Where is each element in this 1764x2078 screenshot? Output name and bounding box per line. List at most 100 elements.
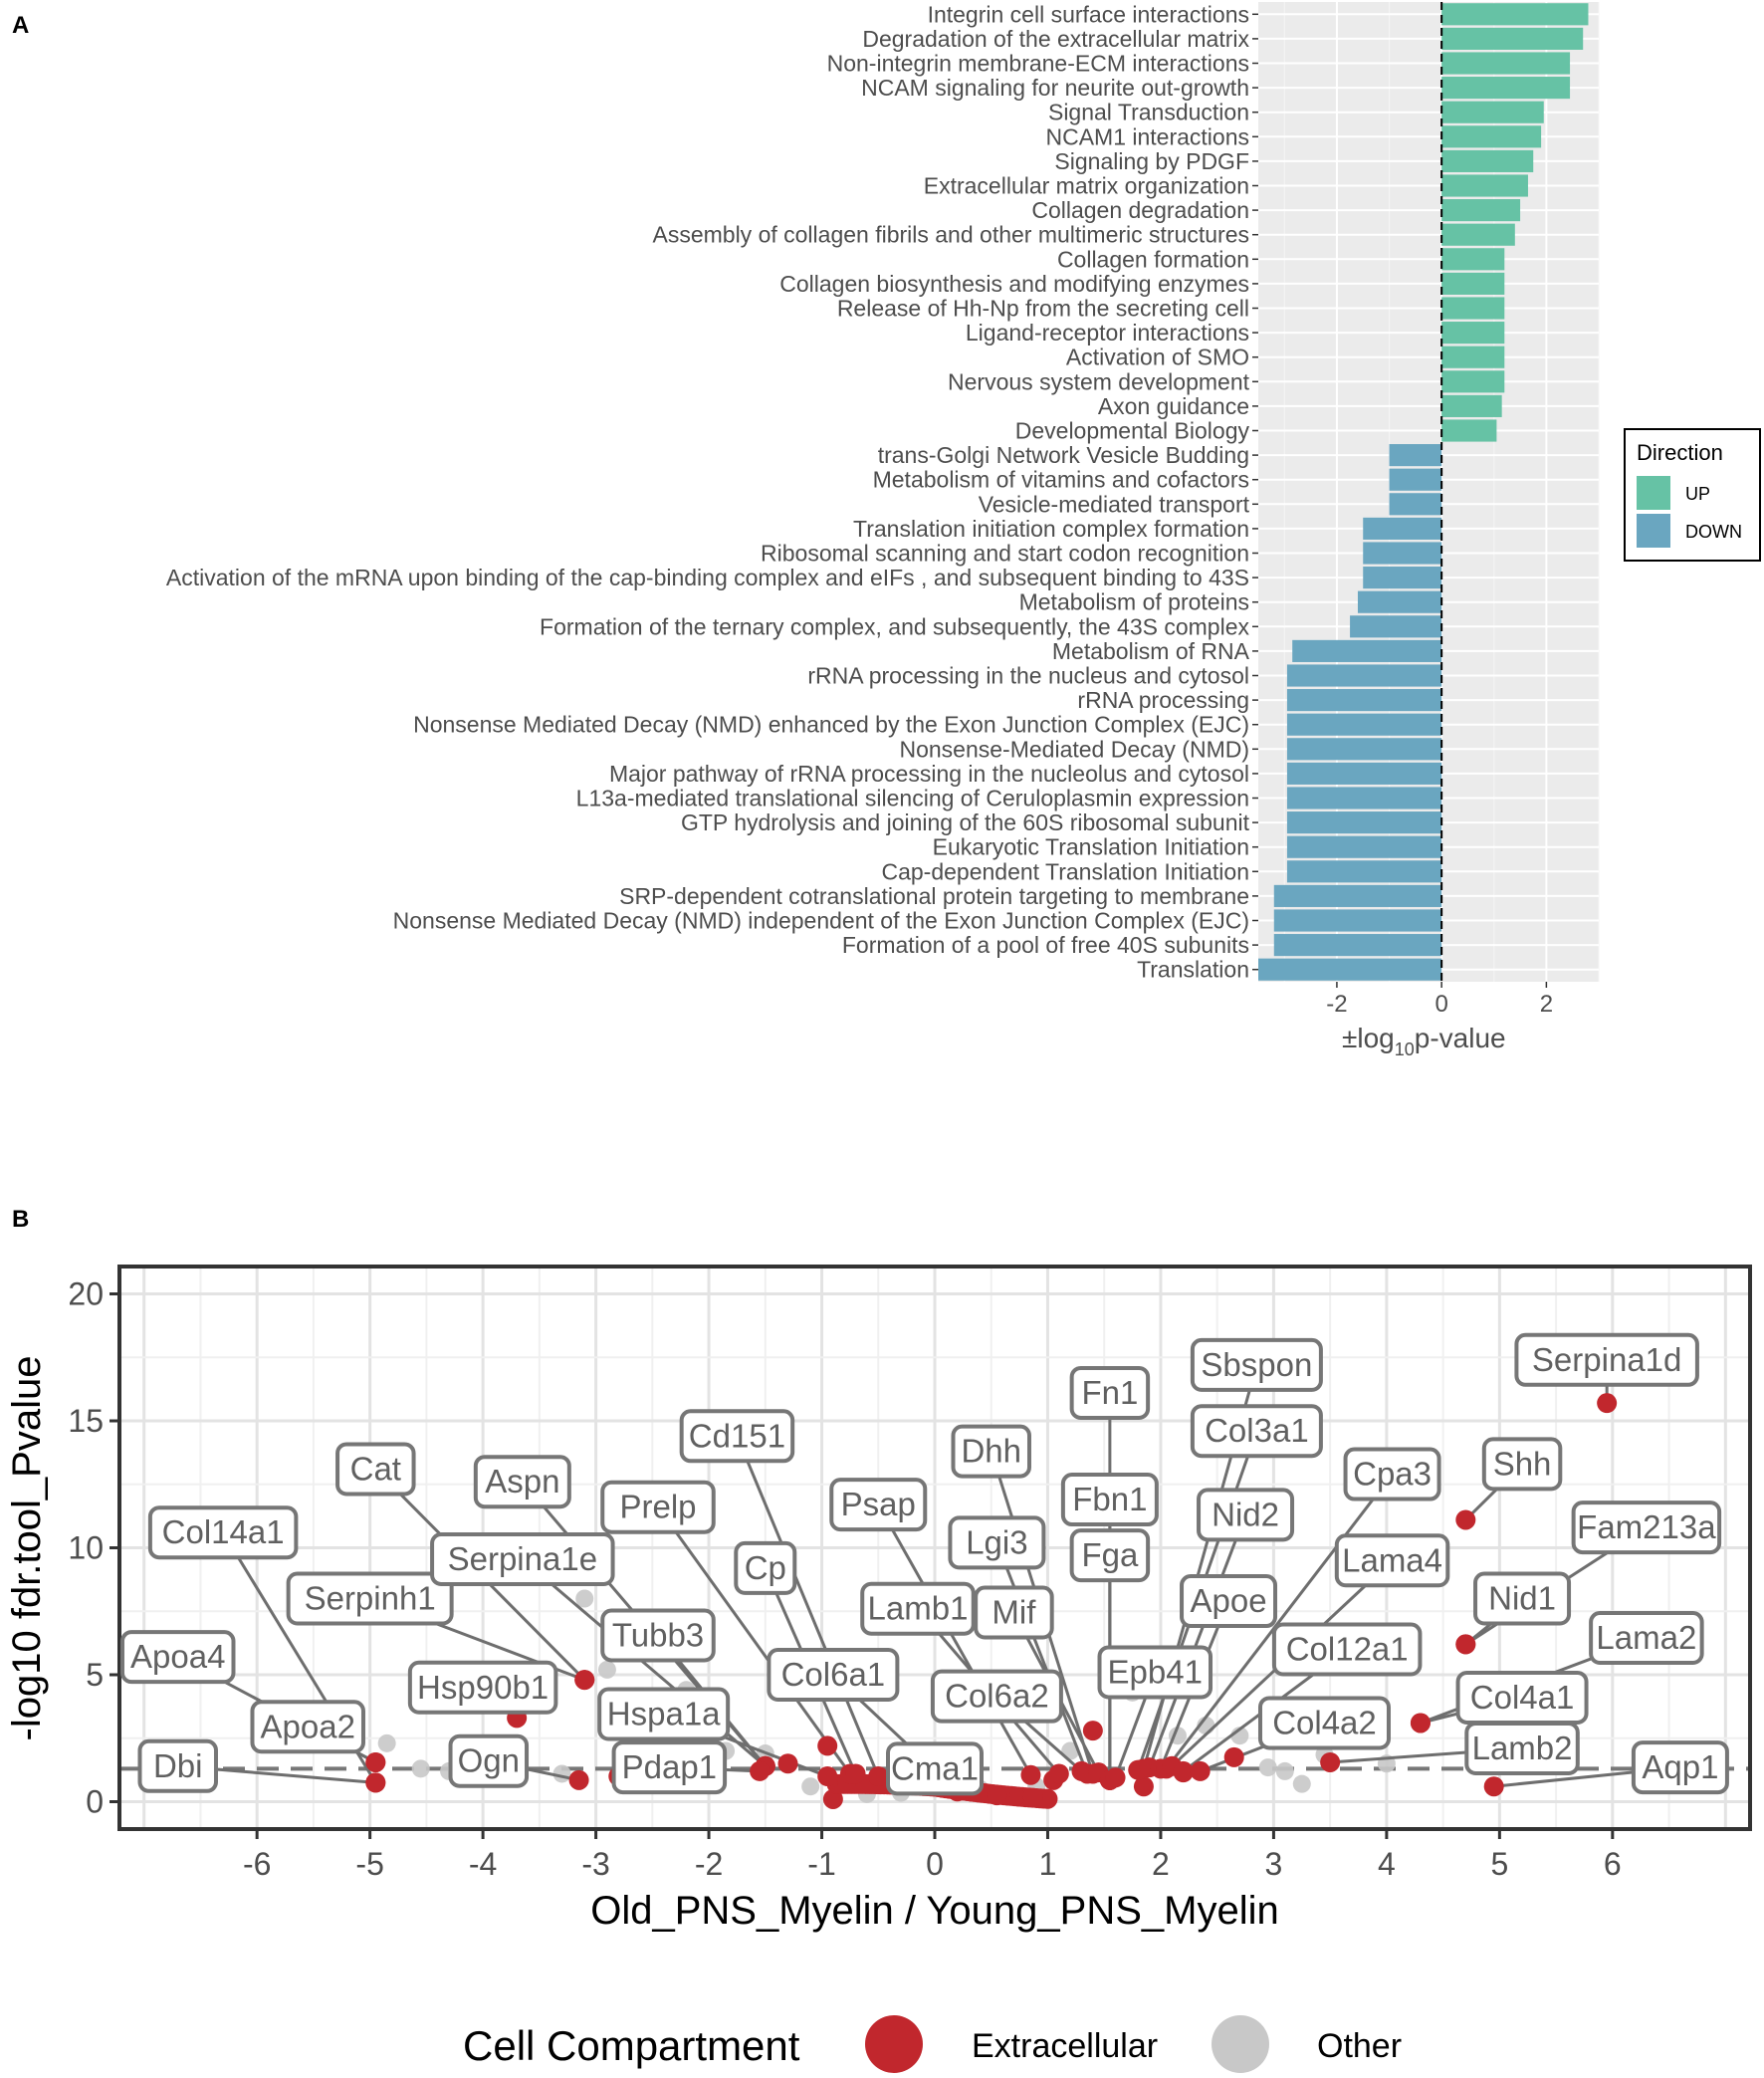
panel-b-gene-label-text: Serpinh1 — [305, 1580, 436, 1617]
legend-other-label: Other — [1317, 2027, 1402, 2065]
panel-a-category-label: Cap-dependent Translation Initiation — [881, 858, 1249, 884]
panel-b-labeled-point — [1410, 1713, 1431, 1733]
panel-a-bar — [1441, 248, 1505, 271]
panel-a-letter: A — [12, 12, 29, 39]
panel-b-gene-label: Nid1 — [1473, 1571, 1572, 1626]
panel-b-gene-label-box — [407, 1660, 558, 1715]
panel-b-gene-label: Prelp — [600, 1480, 716, 1534]
panel-b-gene-label-box — [1589, 1611, 1704, 1666]
panel-a-bar — [1363, 567, 1442, 589]
panel-b-y-tick-label: 0 — [86, 1784, 104, 1820]
panel-b-gene-label-text: Serpina1e — [448, 1540, 597, 1577]
panel-b-gene-label: Mif — [974, 1585, 1054, 1640]
panel-a-category-label: Activation of the mRNA upon binding of t… — [166, 565, 1249, 590]
panel-b-gene-label: Epb41 — [1097, 1645, 1213, 1700]
panel-b-other-point — [1292, 1774, 1311, 1793]
panel-b-gene-label: Nid2 — [1197, 1488, 1295, 1542]
panel-a-bar — [1286, 738, 1442, 761]
panel-b-gene-label: Aspn — [473, 1455, 571, 1509]
panel-b-gene-label: Cat — [335, 1442, 416, 1497]
panel-b-gene-label: Fbn1 — [1060, 1473, 1159, 1527]
panel-b-gene-label: Lama4 — [1334, 1533, 1450, 1588]
panel-a-category-label: GTP hydrolysis and joining of the 60S ri… — [681, 809, 1250, 835]
panel-b-gene-label-box — [767, 1648, 900, 1702]
panel-b-gene-label-box — [1343, 1447, 1441, 1501]
panel-a-category-label: L13a-mediated translational silencing of… — [576, 786, 1249, 811]
panel-b-legend: Cell Compartment Extracellular Other — [463, 2015, 1402, 2073]
panel-b-gene-label-box — [1257, 1696, 1391, 1750]
panel-b-gene-label-box — [119, 1630, 236, 1685]
panel-b-labeled-point — [1597, 1393, 1618, 1414]
panel-b-gene-label-text: Col4a2 — [1272, 1704, 1377, 1740]
panel-b-labeled-point — [845, 1763, 866, 1784]
panel-a-category-label: Axon guidance — [1098, 393, 1249, 419]
panel-b-connector-line — [1165, 1473, 1394, 1770]
legend-down-label: DOWN — [1685, 522, 1742, 542]
panel-a-category-label: Collagen formation — [1057, 246, 1249, 272]
panel-b-gene-label-text: Fbn1 — [1072, 1481, 1147, 1517]
panel-b-gene-label-box — [1271, 1622, 1423, 1677]
panel-a-bar — [1389, 493, 1442, 516]
panel-b-gene-label: Tubb3 — [600, 1608, 716, 1663]
panel-b-gene-label-box — [886, 1741, 984, 1796]
panel-b-gene-label-box — [734, 1540, 797, 1595]
panel-b-gene-label-box — [600, 1480, 716, 1534]
panel-a-bar — [1441, 174, 1528, 197]
panel-b-gene-label-box — [473, 1455, 571, 1509]
panel-a-bar — [1441, 346, 1505, 368]
panel-a-category-label: Collagen biosynthesis and modifying enzy… — [779, 271, 1249, 297]
panel-b-gene-label: Col6a1 — [767, 1648, 900, 1702]
legend-extracellular-swatch — [865, 2015, 923, 2073]
panel-b-y-tick-label: 15 — [68, 1403, 104, 1439]
panel-b-gene-label-text: Hsp90b1 — [417, 1669, 549, 1706]
panel-a-category-label: Metabolism of RNA — [1052, 638, 1250, 664]
panel-b-gene-label: Serpina1e — [430, 1531, 615, 1586]
panel-b-connector-line — [1148, 1513, 1247, 1768]
panel-a-x-tick-label: 0 — [1434, 991, 1447, 1018]
panel-b-labeled-point — [1173, 1760, 1194, 1781]
panel-b-gene-label: Sbspon — [1190, 1337, 1323, 1392]
legend-other-swatch — [1212, 2015, 1269, 2073]
panel-b-gene-label-box — [600, 1608, 716, 1663]
panel-b-extracellular-point — [1223, 1746, 1244, 1767]
panel-b-labeled-point — [365, 1772, 386, 1793]
panel-b-gene-label-text: Aspn — [485, 1463, 559, 1500]
panel-b-x-tick-label: 2 — [1152, 1846, 1170, 1882]
panel-a-category-label: Eukaryotic Translation Initiation — [933, 834, 1249, 860]
panel-a-bar — [1389, 468, 1442, 491]
panel-b-gene-label-text: Pdap1 — [622, 1748, 717, 1785]
panel-a-xlabel-main: ±log — [1342, 1023, 1395, 1053]
legend-up-swatch — [1637, 476, 1670, 510]
panel-b-connector-line — [736, 1435, 880, 1777]
panel-b-gene-label-text: Prelp — [619, 1489, 696, 1525]
panel-b-gene-label-text: Apoe — [1190, 1582, 1266, 1619]
panel-a-category-label: Activation of SMO — [1066, 345, 1249, 370]
panel-a-category-label: SRP-dependent cotranslational protein ta… — [619, 883, 1249, 909]
panel-b-connector-line — [995, 1541, 1089, 1774]
panel-b-gene-label-text: Apoa2 — [261, 1708, 355, 1744]
panel-b-labeled-point — [1455, 1634, 1476, 1655]
panel-b-gene-label-text: Col4a1 — [1470, 1679, 1575, 1716]
panel-b-x-tick-label: 5 — [1490, 1846, 1508, 1882]
panel-b-extracellular-point — [1004, 1786, 1025, 1807]
panel-b-gene-label-text: Fga — [1081, 1536, 1139, 1573]
panel-a-legend: Direction UP DOWN — [1624, 428, 1761, 562]
panel-b-gene-label: Apoe — [1180, 1574, 1278, 1629]
panel-b-other-point — [1275, 1761, 1294, 1780]
panel-a-legend-title: Direction — [1637, 440, 1723, 465]
panel-b-gene-label-text: Mif — [992, 1594, 1036, 1631]
panel-b-gene-label-text: Fam213a — [1577, 1508, 1716, 1545]
panel-b-gene-label-box — [137, 1738, 218, 1793]
panel-b-gene-label-box — [974, 1585, 1054, 1640]
panel-b-other-point — [1258, 1758, 1277, 1777]
panel-b-labeled-point — [1105, 1767, 1126, 1788]
panel-a-category-label: Metabolism of vitamins and cofactors — [873, 467, 1249, 493]
panel-a-category-label: Nonsense Mediated Decay (NMD) independen… — [393, 908, 1249, 934]
panel-b-gene-label: Aqp1 — [1631, 1740, 1729, 1795]
panel-a-bar — [1441, 272, 1505, 295]
panel-b-gene-label-box — [1481, 1437, 1563, 1492]
panel-a-bar — [1286, 860, 1442, 883]
panel-a-xlabel-suffix: p-value — [1415, 1023, 1506, 1053]
panel-a-bar — [1441, 223, 1515, 246]
